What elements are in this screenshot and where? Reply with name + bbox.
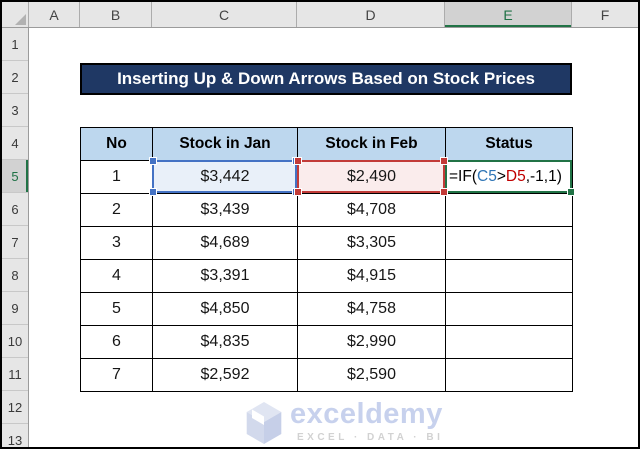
row-header-7[interactable]: 7 [2, 226, 28, 259]
row-header-3[interactable]: 3 [2, 94, 28, 127]
select-all-triangle-icon [15, 14, 26, 25]
formula-ref-c5: C5 [477, 167, 497, 185]
cell-d11-feb[interactable]: $2,590 [298, 359, 446, 392]
cell-d10-feb[interactable]: $2,990 [298, 326, 446, 359]
cell-d5-feb[interactable]: $2,490 [298, 161, 446, 194]
row-header-6[interactable]: 6 [2, 193, 28, 226]
row-header-4[interactable]: 4 [2, 127, 28, 160]
column-header-a[interactable]: A [29, 2, 80, 27]
row-header-2[interactable]: 2 [2, 61, 28, 94]
row-header-9[interactable]: 9 [2, 292, 28, 325]
active-cell-e5-formula[interactable]: =IF(C5>D5,-1,1) [445, 160, 575, 196]
column-header-c[interactable]: C [152, 2, 297, 27]
formula-ref-d5: D5 [505, 167, 526, 185]
cell-e5-status[interactable] [446, 161, 573, 194]
cell-c5-jan[interactable]: $3,442 [153, 161, 298, 194]
cell-b9-no[interactable]: 5 [81, 293, 153, 326]
cell-e10-status[interactable] [446, 326, 573, 359]
table-header-jan[interactable]: Stock in Jan [153, 128, 298, 161]
exceldemy-logo-icon [246, 402, 282, 444]
column-header-e-selected[interactable]: E [445, 2, 572, 27]
watermark: exceldemy EXCEL · DATA · BI [243, 400, 443, 446]
cell-b8-no[interactable]: 4 [81, 260, 153, 293]
formula-text: =IF(C5>D5,-1,1) [449, 167, 562, 185]
cell-d8-feb[interactable]: $4,915 [298, 260, 446, 293]
row-header-11[interactable]: 11 [2, 358, 28, 391]
range-handle[interactable] [440, 188, 448, 196]
watermark-brand: exceldemy [290, 398, 443, 430]
range-handle[interactable] [294, 157, 302, 165]
table-header-feb[interactable]: Stock in Feb [298, 128, 446, 161]
cell-d6-feb[interactable]: $4,708 [298, 194, 446, 227]
watermark-tagline: EXCEL · DATA · BI [297, 432, 444, 443]
range-handle[interactable] [440, 157, 448, 165]
range-highlight-c5[interactable] [149, 157, 300, 196]
cell-d7-feb[interactable]: $3,305 [298, 227, 446, 260]
column-header-f[interactable]: F [600, 6, 610, 23]
column-header-d[interactable]: D [297, 2, 445, 27]
row-header-12[interactable]: 12 [2, 391, 28, 424]
cell-c7-jan[interactable]: $4,689 [153, 227, 298, 260]
row-header-8[interactable]: 8 [2, 259, 28, 292]
cell-e9-status[interactable] [446, 293, 573, 326]
row-header-13[interactable]: 13 [2, 424, 28, 448]
cell-e7-status[interactable] [446, 227, 573, 260]
cell-b7-no[interactable]: 3 [81, 227, 153, 260]
cell-c8-jan[interactable]: $3,391 [153, 260, 298, 293]
column-header-b[interactable]: B [80, 2, 152, 27]
range-handle[interactable] [149, 157, 157, 165]
cell-c9-jan[interactable]: $4,850 [153, 293, 298, 326]
cell-e11-status[interactable] [446, 359, 573, 392]
cell-b11-no[interactable]: 7 [81, 359, 153, 392]
row-header-1[interactable]: 1 [2, 28, 28, 61]
cell-d9-feb[interactable]: $4,758 [298, 293, 446, 326]
cell-c11-jan[interactable]: $2,592 [153, 359, 298, 392]
column-header-row: A B C D E F [2, 2, 638, 28]
cell-b6-no[interactable]: 2 [81, 194, 153, 227]
cell-c6-jan[interactable]: $3,439 [153, 194, 298, 227]
select-all-corner[interactable] [2, 2, 29, 27]
row-header-10[interactable]: 10 [2, 325, 28, 358]
range-handle[interactable] [149, 188, 157, 196]
title-banner: Inserting Up & Down Arrows Based on Stoc… [80, 63, 572, 95]
row-header-5-selected[interactable]: 5 [2, 160, 28, 193]
cell-b5-no[interactable]: 1 [81, 161, 153, 194]
cell-c10-jan[interactable]: $4,835 [153, 326, 298, 359]
row-header-column: 1 2 3 4 5 6 7 8 9 10 11 12 13 [2, 28, 29, 448]
table-header-status[interactable]: Status [446, 128, 573, 161]
range-highlight-d5[interactable] [294, 157, 448, 196]
cell-e6-status[interactable] [446, 194, 573, 227]
range-handle[interactable] [294, 188, 302, 196]
cell-b10-no[interactable]: 6 [81, 326, 153, 359]
cell-e8-status[interactable] [446, 260, 573, 293]
table-header-no[interactable]: No [81, 128, 153, 161]
fill-handle[interactable] [567, 188, 575, 196]
page-title: Inserting Up & Down Arrows Based on Stoc… [117, 69, 535, 88]
